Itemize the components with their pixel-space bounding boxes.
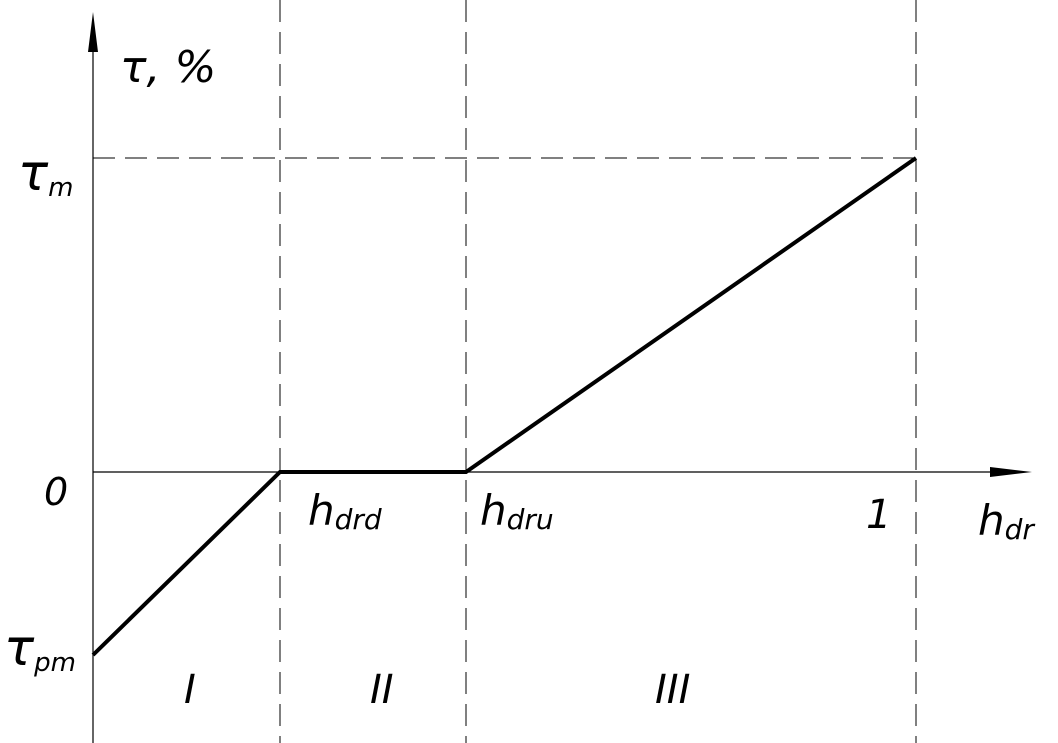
region-label-1: I xyxy=(184,667,196,713)
y-axis-arrow-icon xyxy=(88,12,98,52)
region-label-3: III xyxy=(655,667,690,713)
tick-tau-pm: τpm xyxy=(4,619,76,678)
y-axis-label: τ, % xyxy=(120,42,216,93)
x-axis-arrow-icon xyxy=(990,467,1032,477)
region-label-2: II xyxy=(370,667,394,713)
x-axis-label: hdr xyxy=(978,496,1035,546)
tick-tau-m: τm xyxy=(18,144,73,203)
tick-hdru: hdru xyxy=(480,486,554,536)
tick-one: 1 xyxy=(866,492,891,538)
tick-hdrd: hdrd xyxy=(308,486,382,536)
tick-zero: 0 xyxy=(44,470,68,514)
tau-curve xyxy=(91,156,918,657)
